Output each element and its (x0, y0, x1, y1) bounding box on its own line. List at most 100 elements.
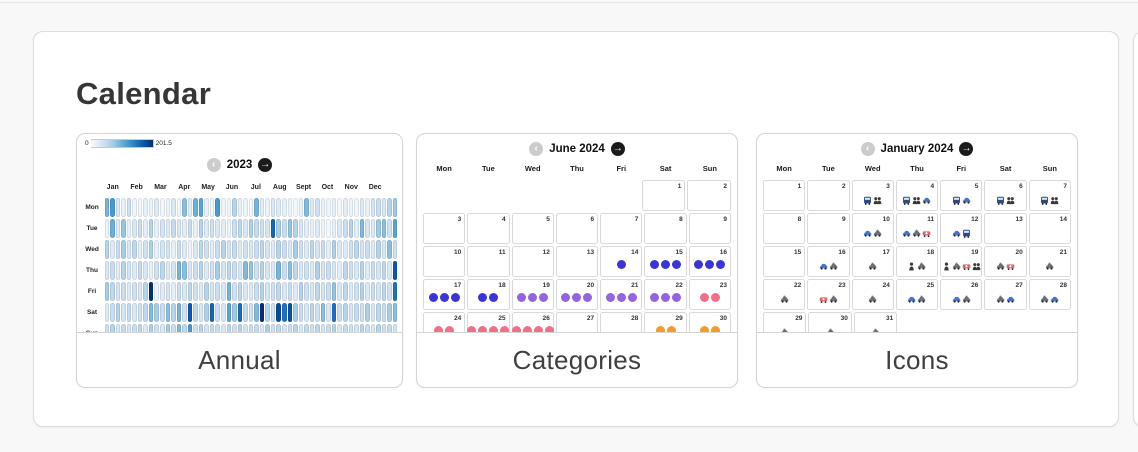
arrow-right-circle-icon[interactable]: → (258, 158, 273, 172)
heatmap-cell (143, 281, 148, 301)
heatmap-cell (121, 281, 126, 301)
heatmap-cell (282, 197, 287, 217)
event-icons (764, 291, 804, 309)
day-cell: 26 (940, 279, 983, 310)
heatmap-cell (343, 218, 348, 238)
chevron-left-circle-icon[interactable]: ‹ (529, 142, 544, 156)
category-dots (645, 260, 685, 269)
heatmap-cell (104, 323, 110, 332)
heatmap-cell (132, 218, 137, 238)
heatmap-cell (331, 260, 337, 280)
week-row: 3 4 5 6 7 8 9 (422, 213, 732, 244)
chevron-left-circle-icon[interactable]: ‹ (206, 158, 221, 172)
heatmap-cell (121, 323, 126, 332)
heatmap-cell (293, 197, 298, 217)
week-row: 8 9 10 11 12 13 14 (762, 213, 1072, 244)
month-label: Feb (130, 184, 143, 191)
day-number: 19 (971, 249, 979, 256)
heatmap-cell (209, 281, 215, 301)
heatmap-cell (376, 281, 381, 301)
heatmap-cell (365, 239, 370, 259)
icons-card[interactable]: ‹ January 2024 → Mon Tue Wed Thu Fri Sat Sun 1… (756, 133, 1078, 388)
heatmap-cell (315, 302, 320, 322)
day-cell: 31 (853, 312, 898, 332)
bus-icon (962, 225, 971, 243)
heatmap-cell (293, 323, 298, 332)
heatmap-cell (248, 302, 254, 322)
heatmap-cell (343, 239, 348, 259)
heatmap-row: Wed (80, 239, 398, 259)
category-dot (434, 326, 444, 332)
day-cell: 15 (763, 246, 806, 277)
heatmap-cell (187, 302, 193, 322)
heatmap-cell (254, 197, 259, 217)
category-dot (489, 326, 499, 332)
heatmap-cell (287, 323, 293, 332)
heatmap-cell (326, 239, 331, 259)
day-cell: 17 (423, 279, 466, 310)
heatmap-cell (270, 197, 276, 217)
day-row-label: Sat (86, 308, 98, 316)
heatmap-cell (326, 260, 331, 280)
chevron-left-circle-icon[interactable]: ‹ (860, 142, 875, 156)
day-cell: 28 (600, 312, 643, 332)
heatmap-cell (204, 218, 209, 238)
card-label: Categories (417, 332, 737, 387)
heatmap-cell (387, 197, 392, 217)
heatmap-cell (171, 239, 176, 259)
month-label: Sept (295, 184, 312, 191)
heatmap-cell (137, 302, 143, 322)
heatmap-cell (171, 218, 176, 238)
heatmap-cell (282, 302, 287, 322)
day-cell (943, 312, 984, 332)
day-number: 17 (882, 249, 890, 256)
heatmap-cell (132, 197, 137, 217)
heatmap-cell (193, 323, 198, 332)
day-number: 13 (586, 249, 595, 256)
day-cell: 8 (644, 213, 687, 244)
heatmap-cell (293, 281, 298, 301)
heatmap-cell (387, 323, 392, 332)
heatmap-cell (154, 302, 159, 322)
arrow-right-circle-icon[interactable]: → (610, 142, 625, 156)
heatmap-cell (243, 323, 248, 332)
heatmap-cell (193, 239, 198, 259)
category-dot (710, 326, 720, 332)
heatmap-cell (243, 218, 248, 238)
category-dots (690, 326, 730, 332)
car-icon (819, 258, 828, 276)
heatmap-cell (154, 197, 159, 217)
heatmap-cell (121, 302, 126, 322)
heatmap-cell (143, 218, 148, 238)
heatmap-cell (259, 302, 265, 322)
arrow-right-circle-icon[interactable]: → (959, 142, 974, 156)
heatmap-cell (126, 239, 132, 259)
users-icon (1050, 192, 1059, 210)
day-number: 3 (886, 183, 890, 190)
heatmap-cell (220, 302, 226, 322)
heatmap-cell (343, 302, 348, 322)
heatmap-cell (204, 260, 209, 280)
day-number: 11 (498, 249, 506, 256)
ambulance-icon (1006, 258, 1015, 276)
heatmap-cell (376, 197, 381, 217)
taxi-icon (962, 291, 971, 309)
taxi-icon (996, 258, 1005, 276)
heatmap-cell (343, 323, 348, 332)
heatmap-cell (343, 260, 348, 280)
heatmap-cell (354, 281, 359, 301)
day-cell: 24 (423, 312, 466, 332)
heatmap-cell (270, 281, 276, 301)
day-number: 1 (797, 183, 802, 190)
heatmap-cell (348, 197, 354, 217)
heatmap-row: Sun (80, 323, 398, 332)
day-number: 27 (586, 315, 595, 322)
day-number: 23 (838, 282, 846, 289)
heatmap-cell (226, 260, 232, 280)
heatmap-cell (304, 281, 309, 301)
day-number: 14 (1059, 216, 1067, 223)
annual-card[interactable]: 0 201.5 ‹ 2023 → Jan Feb Mar Apr May Jun Jul Au… (76, 133, 403, 388)
day-number: 10 (882, 216, 890, 223)
